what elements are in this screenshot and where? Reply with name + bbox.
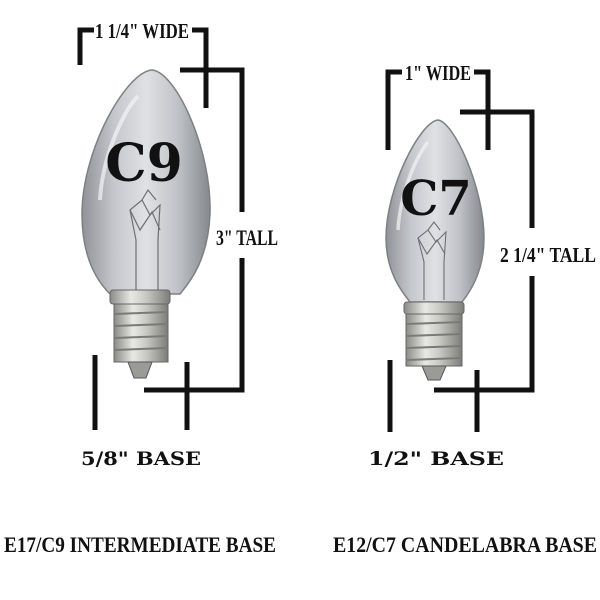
c9-base-size-label: 5/8" BASE	[81, 448, 201, 470]
c7-width-label: 1" WIDE	[405, 61, 471, 85]
c9-base-threads	[113, 303, 169, 363]
c9-glass-highlight	[98, 94, 140, 201]
c7-glass-highlight	[396, 140, 430, 231]
c9-bulb-image	[81, 69, 211, 379]
c7-width-bracket	[385, 69, 491, 150]
c9-type-label: C9	[105, 133, 183, 194]
c9-base-tip	[127, 361, 153, 379]
c9-filament	[129, 188, 161, 290]
c7-base-name: E12/C7 CANDELABRA BASE	[333, 532, 597, 557]
c9-base-collar	[109, 289, 171, 305]
c7-base-threads	[405, 313, 463, 367]
c7-base-bracket	[387, 360, 480, 432]
c9-base-name: E17/C9 INTERMEDIATE BASE	[4, 532, 276, 557]
c7-height-label: 2 1/4" TALL	[500, 243, 596, 267]
c7-bulb-image	[385, 119, 485, 381]
c7-base-tip	[421, 365, 447, 381]
c9-width-label: 1 1/4" WIDE	[95, 19, 189, 43]
c7-bulb-group: C7 1" WIDE 2 1/4" TALL 1/2" BASE E12/C7 …	[333, 61, 597, 557]
c9-width-bracket	[77, 27, 209, 108]
c7-base-size-label: 1/2" BASE	[368, 448, 504, 470]
c7-height-bracket	[434, 109, 535, 393]
c9-height-label: 3" TALL	[216, 225, 278, 250]
c7-base-collar	[403, 301, 465, 315]
c7-type-label: C7	[400, 171, 472, 227]
c9-height-bracket	[144, 67, 245, 393]
c9-bulb-group: C9 1 1/4" WIDE 3" TALL 5/8" BASE E17/C9 …	[4, 19, 278, 557]
c7-filament	[417, 221, 447, 300]
c9-base-bracket	[92, 355, 190, 430]
